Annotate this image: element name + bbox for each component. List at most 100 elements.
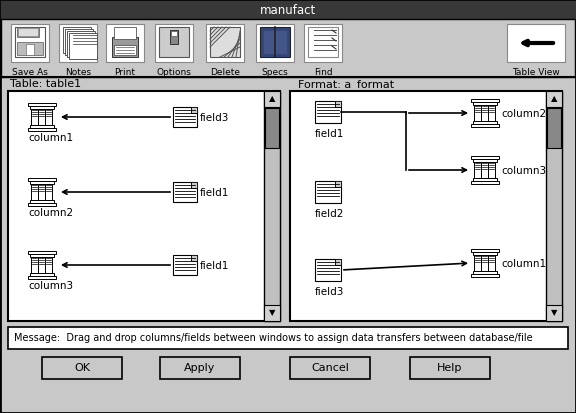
Bar	[26, 44, 34, 55]
Bar	[474, 162, 481, 178]
Bar	[488, 255, 495, 271]
Text: field3: field3	[200, 113, 229, 123]
Text: Print: Print	[115, 68, 135, 77]
Bar	[59, 24, 97, 62]
Bar	[28, 128, 56, 131]
Bar	[265, 108, 279, 148]
Text: OK: OK	[74, 363, 90, 373]
Bar	[471, 249, 499, 252]
Text: Cancel: Cancel	[311, 363, 349, 373]
Bar	[473, 178, 497, 181]
Bar	[473, 121, 497, 124]
Bar	[546, 91, 562, 321]
Bar	[106, 24, 144, 62]
Bar	[488, 162, 495, 178]
Text: Format: a_format: Format: a_format	[298, 79, 394, 90]
Bar	[69, 33, 97, 59]
Text: ▼: ▼	[269, 309, 275, 318]
Bar	[481, 162, 488, 178]
Bar	[63, 27, 91, 53]
Bar	[38, 184, 45, 200]
Text: Specs: Specs	[262, 68, 289, 77]
Bar	[473, 159, 497, 162]
Bar	[260, 27, 290, 57]
Bar	[1, 1, 575, 19]
Text: column2: column2	[28, 208, 73, 218]
Text: Find: Find	[314, 68, 332, 77]
Bar	[11, 24, 49, 62]
Bar	[335, 101, 341, 107]
Bar	[471, 181, 499, 184]
Text: Notes: Notes	[65, 68, 91, 77]
Bar	[31, 257, 38, 273]
Bar	[65, 29, 93, 55]
Bar	[114, 27, 136, 39]
Bar	[173, 107, 197, 127]
Text: Table View: Table View	[512, 68, 560, 77]
Text: Apply: Apply	[184, 363, 215, 373]
Bar	[160, 357, 240, 379]
Bar	[8, 327, 568, 349]
Bar	[473, 271, 497, 274]
Bar	[18, 28, 38, 36]
Bar	[547, 108, 561, 148]
Bar	[546, 91, 562, 107]
Bar	[114, 45, 136, 55]
Text: Help: Help	[437, 363, 463, 373]
Bar	[31, 109, 38, 125]
Bar	[67, 31, 95, 57]
Bar	[290, 91, 562, 321]
Text: Save As: Save As	[12, 68, 48, 77]
Bar	[159, 27, 189, 57]
Bar	[264, 305, 280, 321]
Text: field3: field3	[315, 287, 344, 297]
Bar	[170, 30, 178, 44]
Bar	[206, 24, 244, 62]
Bar	[264, 91, 280, 321]
Bar	[112, 37, 138, 57]
Bar	[30, 181, 54, 184]
Text: Message:  Drag and drop columns/fields between windows to assign data transfers : Message: Drag and drop columns/fields be…	[14, 333, 533, 343]
Bar	[38, 109, 45, 125]
Text: manufact: manufact	[260, 3, 316, 17]
Bar	[290, 357, 370, 379]
Bar	[15, 27, 45, 57]
Bar	[28, 276, 56, 279]
Bar	[191, 107, 197, 113]
Bar	[17, 27, 39, 37]
Bar	[315, 101, 341, 123]
Text: column3: column3	[28, 281, 73, 291]
Bar	[30, 200, 54, 203]
Bar	[471, 156, 499, 159]
Bar	[173, 182, 197, 202]
Text: column3: column3	[501, 166, 546, 176]
Bar	[315, 181, 341, 203]
Bar	[45, 257, 52, 273]
Bar	[191, 255, 197, 261]
Bar	[473, 102, 497, 105]
Bar	[263, 30, 287, 54]
Bar	[256, 24, 294, 62]
Bar	[28, 178, 56, 181]
Bar	[31, 184, 38, 200]
Bar	[481, 105, 488, 121]
Bar	[473, 252, 497, 255]
Bar	[45, 184, 52, 200]
Bar	[30, 273, 54, 276]
Text: column1: column1	[501, 259, 546, 269]
Bar	[474, 255, 481, 271]
Bar	[191, 182, 197, 188]
Bar	[28, 203, 56, 206]
Text: column1: column1	[28, 133, 73, 143]
Text: column2: column2	[501, 109, 546, 119]
Bar	[507, 24, 565, 62]
Bar	[471, 274, 499, 277]
Text: field1: field1	[315, 129, 344, 139]
Text: Options: Options	[157, 68, 191, 77]
Text: field1: field1	[200, 261, 229, 271]
Bar	[488, 105, 495, 121]
Bar	[264, 91, 280, 107]
Bar	[1, 19, 575, 77]
Bar	[335, 259, 341, 265]
Bar	[210, 27, 240, 57]
